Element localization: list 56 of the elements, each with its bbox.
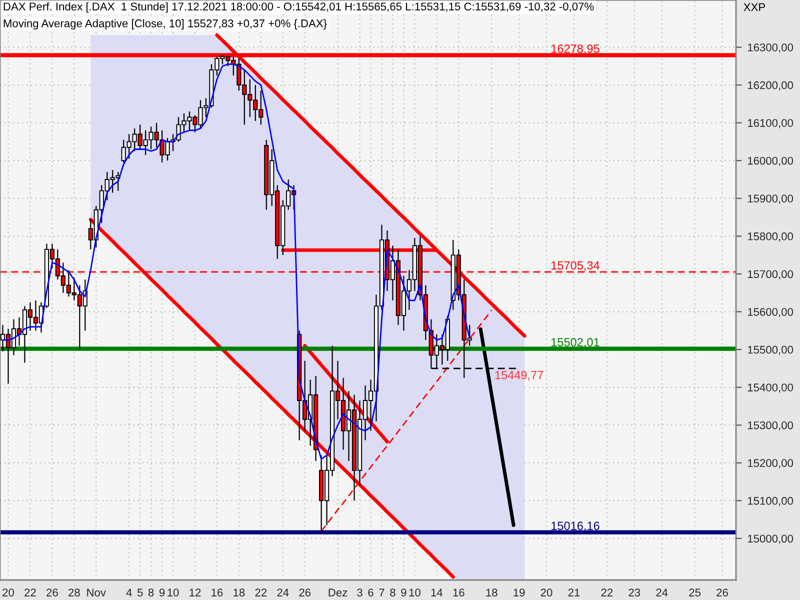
y-tick-label: 15300,00 — [748, 421, 794, 431]
ref-line-label: 15705,34 — [552, 261, 600, 271]
x-tick-label: 28 — [68, 588, 80, 596]
y-tick-label: 16100,00 — [748, 119, 794, 128]
y-tick-label: 15700,00 — [748, 270, 794, 280]
x-tick-label: 4 — [126, 588, 132, 596]
x-tick-label: 22 — [601, 588, 613, 596]
y-tick-label: 15100,00 — [748, 496, 794, 506]
y-tick-label: 15900,00 — [748, 194, 794, 204]
x-tick-label: 3 — [357, 588, 362, 596]
y-tick-label: 15800,00 — [748, 232, 794, 242]
y-tick-label: 16200,00 — [748, 81, 794, 90]
chart-title: DAX Perf. Index [.DAX 1 Stunde] 17.12.2021 18:00:00 - O:15542,01 H:15565,65 L:15531,15 C:15531,69 -10,32 -0,07% — [4, 2, 594, 13]
x-tick-label: 16 — [212, 588, 223, 596]
x-tick-label: 26 — [716, 588, 728, 596]
x-tick-label: 5 — [137, 588, 143, 596]
x-tick-label: 16 — [453, 588, 464, 596]
x-tick-label: 24 — [656, 588, 668, 596]
x-tick-label: 23 — [628, 588, 640, 596]
x-tick-label: 21 — [568, 588, 580, 596]
x-tick-label: 9 — [159, 588, 165, 596]
x-tick-label: 22 — [255, 588, 267, 596]
y-tick-label: 15000,00 — [748, 534, 794, 544]
x-tick-label: 19 — [514, 588, 525, 596]
y-axis-title: XXP — [744, 3, 766, 11]
x-tick-label: 7 — [379, 588, 384, 596]
x-tick-label: 26 — [46, 588, 58, 596]
x-tick-label: 12 — [190, 588, 201, 596]
x-tick-label: 9 — [401, 588, 406, 596]
series-label: 15449,77 — [495, 370, 544, 381]
x-tick-label: Nov — [87, 588, 106, 596]
y-tick-label: 15500,00 — [748, 346, 794, 355]
y-tick-label: 15400,00 — [748, 384, 794, 393]
x-tick-label: 26 — [299, 588, 311, 596]
ref-line-label: 15016,16 — [552, 522, 600, 532]
x-tick-label: 18 — [234, 588, 245, 596]
x-tick-label: 20 — [540, 588, 552, 596]
x-tick-label: 14 — [431, 588, 443, 596]
x-tick-label: 10 — [409, 588, 420, 596]
ref-line-label: 16278,95 — [552, 44, 600, 54]
x-tick-label: 18 — [486, 588, 498, 596]
ref-line-label: 15502,01 — [552, 338, 600, 348]
x-tick-label: 6 — [368, 588, 374, 596]
x-tick-label: 8 — [148, 588, 154, 596]
x-tick-label: Dez — [328, 588, 348, 596]
text: Moving Average Adaptive [Close, 10] 15527,83 +0,37 +0% {.DAX} — [4, 19, 327, 30]
y-tick-label: 15600,00 — [748, 308, 794, 318]
y-tick-label: 16000,00 — [748, 156, 794, 166]
y-tick-label: 15200,00 — [748, 459, 794, 468]
x-tick-label: 10 — [168, 588, 179, 596]
x-tick-label: 22 — [24, 588, 36, 596]
x-tick-label: 20 — [2, 588, 14, 596]
x-tick-label: 8 — [390, 588, 396, 596]
y-tick-label: 16300,00 — [748, 44, 794, 53]
x-tick-label: 25 — [689, 588, 701, 596]
x-tick-label: 24 — [277, 588, 289, 596]
